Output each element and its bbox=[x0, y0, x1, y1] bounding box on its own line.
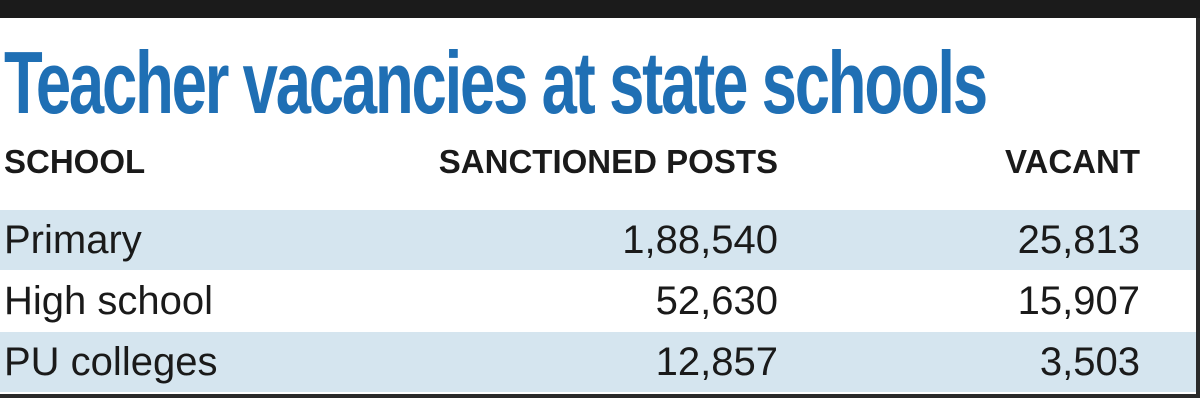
column-header: VACANT bbox=[1004, 143, 1140, 180]
cell-value: 52,630 bbox=[655, 279, 778, 323]
title: Teacher vacancies at state schools bbox=[4, 33, 988, 132]
row-label: High school bbox=[4, 279, 214, 323]
table-row: Primary 1,88,540 25,813 bbox=[0, 210, 1196, 270]
cell-value: 15,907 bbox=[1017, 279, 1140, 323]
cell-value: 3,503 bbox=[1039, 340, 1140, 384]
table-row: PU colleges 12,857 3,503 bbox=[0, 332, 1196, 392]
top-rule bbox=[0, 0, 1200, 18]
column-header: SANCTIONED POSTS bbox=[438, 143, 778, 180]
row-label: PU colleges bbox=[4, 340, 218, 384]
column-header: SCHOOL bbox=[4, 143, 146, 180]
table-row: High school 52,630 15,907 bbox=[0, 271, 1196, 331]
cell-value: 25,813 bbox=[1017, 218, 1140, 262]
row-label: Primary bbox=[4, 218, 142, 262]
right-rule bbox=[1196, 18, 1200, 398]
title-wrap: Teacher vacancies at state schools bbox=[4, 38, 1200, 128]
cell-value: 1,88,540 bbox=[622, 218, 778, 262]
cell-value: 12,857 bbox=[655, 340, 778, 384]
header-row: SCHOOL SANCTIONED POSTS VACANT bbox=[0, 132, 1196, 192]
bottom-rule bbox=[0, 394, 1200, 398]
